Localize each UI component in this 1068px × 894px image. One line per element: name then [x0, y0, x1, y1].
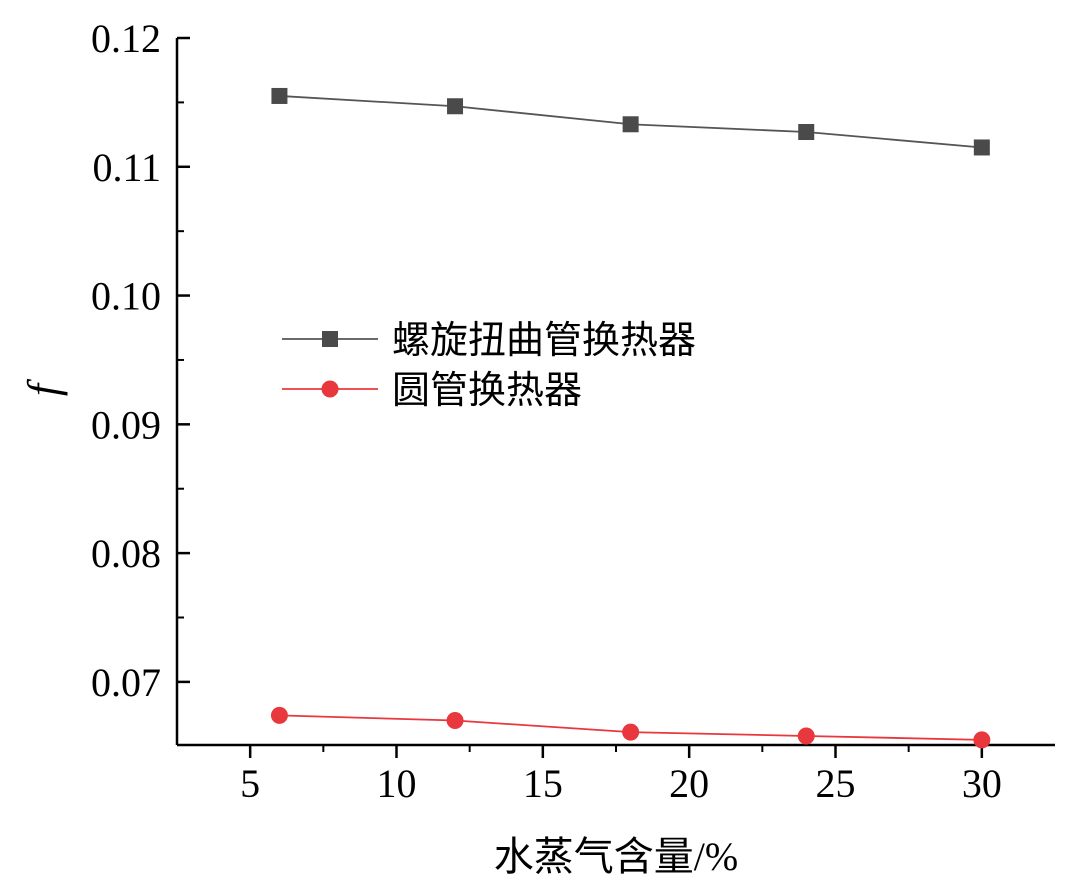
- data-point-circle: [446, 712, 464, 730]
- axes-layer: [175, 38, 1055, 747]
- data-point-square: [798, 124, 815, 141]
- x-tick-label: 5: [240, 761, 260, 806]
- y-tick-label: 0.07: [91, 660, 161, 705]
- x-tick-label: 30: [962, 761, 1002, 806]
- data-point-circle: [270, 706, 288, 724]
- data-point-square: [622, 116, 639, 133]
- ticks-layer: 0.07 0.08 0.09 0.10 0.11 0.12 5 10 15 20 25 30: [91, 16, 1002, 806]
- legend-marker-square: [322, 331, 338, 347]
- legend-label: 螺旋扭曲管换热器: [392, 318, 696, 362]
- data-point-circle: [973, 731, 991, 749]
- y-tick-label: 0.11: [92, 145, 161, 190]
- series-layer: [270, 87, 991, 749]
- y-tick-label: 0.10: [91, 274, 161, 319]
- y-tick-label: 0.09: [91, 402, 161, 447]
- data-point-square: [447, 98, 464, 115]
- data-point-circle: [797, 727, 815, 745]
- legend-marker-circle: [321, 380, 339, 398]
- legend-label: 圆管换热器: [392, 368, 582, 412]
- x-tick-label: 10: [377, 761, 417, 806]
- y-axis-title: f: [19, 378, 68, 396]
- y-tick-label: 0.12: [91, 16, 161, 61]
- x-tick-label: 25: [816, 761, 856, 806]
- x-tick-label: 20: [669, 761, 709, 806]
- data-point-square: [973, 139, 990, 156]
- x-tick-label: 15: [523, 761, 563, 806]
- y-tick-label: 0.08: [91, 531, 161, 576]
- data-point-square: [271, 87, 288, 104]
- x-axis-title: 水蒸气含量/%: [494, 834, 738, 879]
- data-point-circle: [622, 723, 640, 741]
